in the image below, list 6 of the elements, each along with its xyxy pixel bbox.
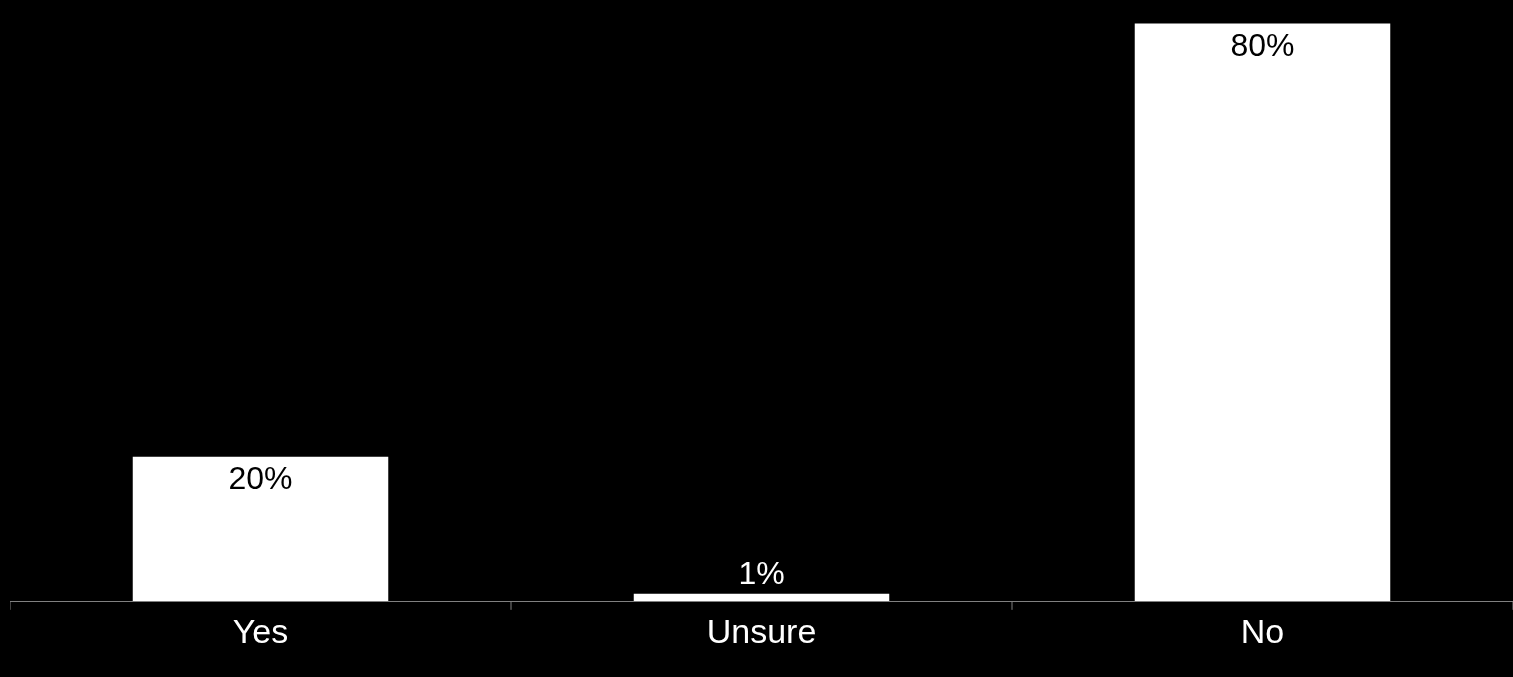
data-label: 1% xyxy=(738,554,785,591)
data-label: 20% xyxy=(228,459,293,496)
x-tick-label: Unsure xyxy=(706,611,817,650)
x-tick-label: Yes xyxy=(232,611,289,650)
x-tick-label: No xyxy=(1240,611,1285,650)
data-label: 80% xyxy=(1230,26,1295,63)
